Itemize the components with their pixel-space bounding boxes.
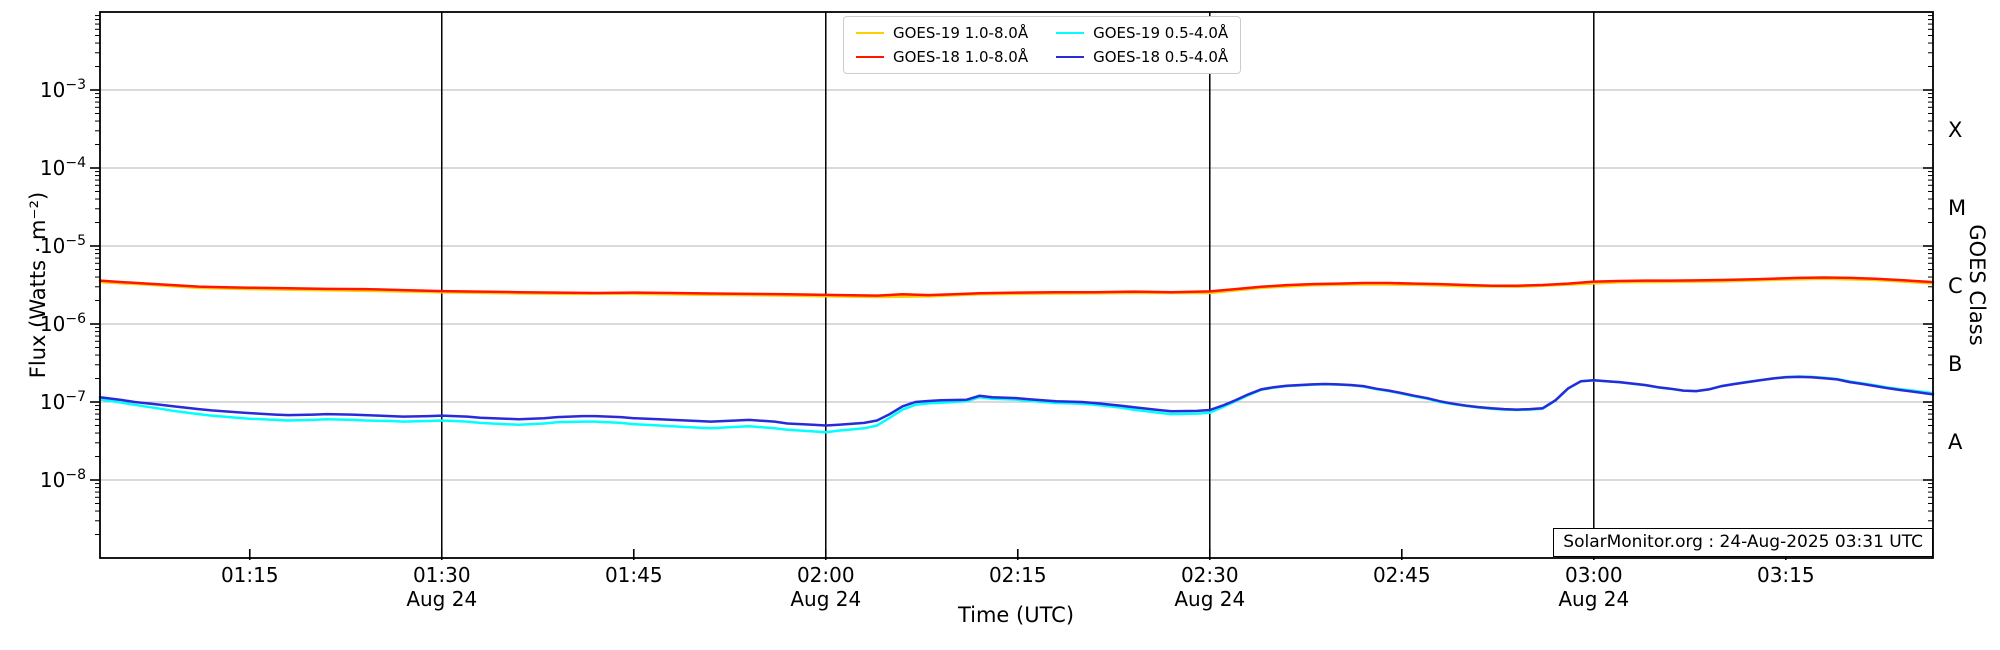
legend-item: GOES-19 1.0-8.0Å <box>856 24 1028 42</box>
goes-class-letter: X <box>1948 118 1962 142</box>
y-axis-label: Flux (Watts · m⁻²) <box>26 191 50 379</box>
goes-class-letter: M <box>1948 196 1966 220</box>
series-line <box>98 277 1935 299</box>
legend-label: GOES-19 1.0-8.0Å <box>893 24 1029 42</box>
series-line <box>98 375 1935 434</box>
legend-label: GOES-18 0.5-4.0Å <box>1093 48 1229 66</box>
legend-item: GOES-19 0.5-4.0Å <box>1056 24 1228 42</box>
y-tick-label: 10−5 <box>40 233 86 258</box>
legend-line-sample-goes18-long <box>856 56 884 58</box>
x-tick-date-label: Aug 24 <box>1174 587 1245 611</box>
x-tick-label: 01:30 <box>413 563 471 587</box>
source-annotation: SolarMonitor.org : 24-Aug-2025 03:31 UTC <box>1553 528 1933 557</box>
x-tick-label: 01:45 <box>605 563 663 587</box>
series-line <box>98 276 1935 297</box>
y-tick-label: 10−6 <box>40 311 86 336</box>
x-tick-label: 03:00 <box>1565 563 1623 587</box>
legend-item: GOES-18 1.0-8.0Å <box>856 48 1028 66</box>
goes-class-letter: A <box>1948 430 1963 454</box>
legend: GOES-19 1.0-8.0Å GOES-19 0.5-4.0Å GOES-1… <box>843 16 1242 74</box>
legend-line-sample-goes19-long <box>856 32 884 34</box>
x-tick-date-label: Aug 24 <box>1558 587 1629 611</box>
x-tick-date-label: Aug 24 <box>790 587 861 611</box>
goes-class-letter: C <box>1948 274 1963 298</box>
legend-line-sample-goes19-short <box>1056 32 1085 34</box>
x-tick-date-label: Aug 24 <box>406 587 477 611</box>
x-tick-label: 02:15 <box>989 563 1047 587</box>
goes-class-letter: B <box>1948 352 1962 376</box>
legend-line-sample-goes18-short <box>1056 56 1085 58</box>
legend-item: GOES-18 0.5-4.0Å <box>1056 48 1228 66</box>
x-tick-label: 02:45 <box>1373 563 1431 587</box>
x-tick-label: 02:30 <box>1181 563 1239 587</box>
x-tick-label: 02:00 <box>797 563 855 587</box>
legend-label: GOES-19 0.5-4.0Å <box>1093 24 1229 42</box>
y-tick-label: 10−4 <box>40 155 86 180</box>
series-line <box>98 375 1935 427</box>
y-tick-label: 10−7 <box>40 389 86 414</box>
legend-label: GOES-18 1.0-8.0Å <box>893 48 1029 66</box>
x-axis-label: Time (UTC) <box>957 603 1075 627</box>
x-tick-label: 01:15 <box>221 563 279 587</box>
y-tick-label: 10−3 <box>40 77 86 102</box>
right-axis-label: GOES Class <box>1965 224 1989 346</box>
y-tick-label: 10−8 <box>40 467 86 492</box>
plot-border <box>99 11 1934 559</box>
x-tick-label: 03:15 <box>1757 563 1815 587</box>
